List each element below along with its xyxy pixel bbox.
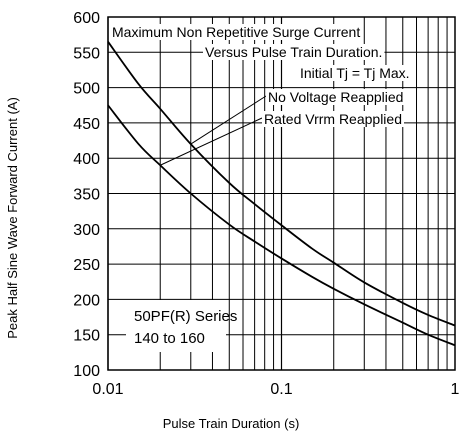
annotation-leaders (160, 95, 267, 166)
x-tick-label: 0.01 (92, 381, 123, 398)
annotation-background (298, 65, 412, 81)
plot-frame (107, 16, 456, 371)
y-tick-label: 250 (73, 257, 100, 274)
y-axis-label: Peak Half Sine Wave Forward Current (A) (5, 97, 20, 339)
annotation-title-line2: Versus Pulse Train Duration. (205, 44, 382, 60)
y-tick-labels: 100 150 200 250 300 350 400 450 500 550 600 (73, 10, 100, 380)
y-tick-label: 600 (73, 10, 100, 27)
y-tick-label: 350 (73, 187, 100, 204)
annotation-background (266, 89, 406, 105)
y-tick-label: 550 (73, 45, 100, 62)
annotation-background (110, 24, 363, 40)
y-tick-label: 100 (73, 363, 100, 380)
annotation-condition: Initial Tj = Tj Max. (300, 65, 410, 81)
series-box-line1: 50PF(R) Series (134, 308, 237, 325)
series-box-background (126, 300, 226, 352)
leader-no-voltage (190, 95, 267, 145)
annotation-background (262, 111, 404, 127)
leader-rated-vrrm (160, 117, 263, 166)
x-tick-label: 0.1 (270, 381, 292, 398)
x-axis-label: Pulse Train Duration (s) (163, 416, 300, 431)
y-tick-label: 400 (73, 151, 100, 168)
y-tick-label: 300 (73, 222, 100, 239)
y-tick-label: 200 (73, 292, 100, 309)
series-box-line2: 140 to 160 (134, 330, 205, 347)
y-tick-label: 150 (73, 328, 100, 345)
label-rated-vrrm-reapplied: Rated Vrrm Reapplied (264, 111, 402, 127)
y-tick-label: 500 (73, 81, 100, 98)
x-tick-label: 1 (451, 381, 460, 398)
series-line-no-voltage (107, 41, 456, 327)
label-no-voltage-reapplied: No Voltage Reapplied (268, 89, 403, 105)
x-tick-labels: 0.01 0.1 1 (92, 381, 459, 398)
annotation-title-line1: Maximum Non Repetitive Surge Current (112, 24, 360, 40)
y-tick-label: 450 (73, 116, 100, 133)
annotation-background (203, 44, 385, 60)
